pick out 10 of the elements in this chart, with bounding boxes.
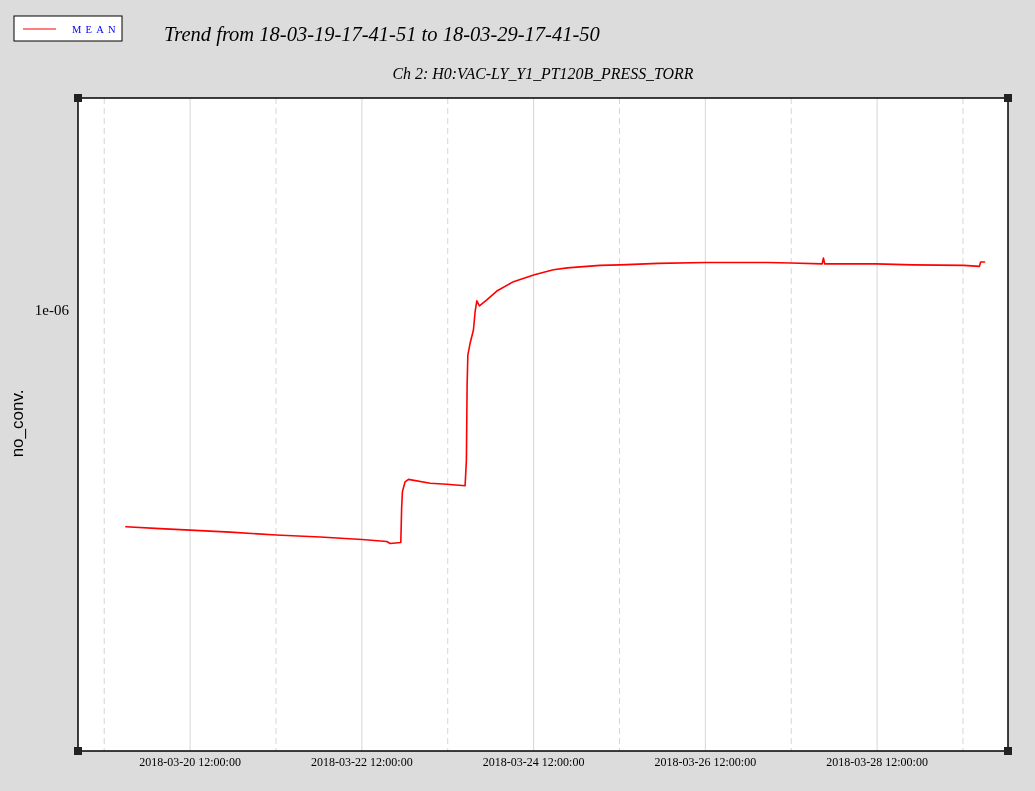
chart-subtitle: Ch 2: H0:VAC-LY_Y1_PT120B_PRESS_TORR: [392, 65, 694, 82]
text: 1e-06: [34, 302, 70, 319]
x-tick-label: 2018-03-28 12:00:00: [826, 755, 928, 769]
x-tick-label: 2018-03-20 12:00:00: [139, 755, 241, 769]
chart-title: Trend from 18-03-19-17-41-51 to 18-03-29-17-41-50: [164, 23, 600, 46]
x-tick-label: 2018-03-22 12:00:00: [311, 755, 413, 769]
x-tick-label: 2018-03-24 12:00:00: [482, 755, 585, 769]
x-tick-label: 2018-03-26 12:00:00: [654, 755, 757, 769]
legend-label: MEAN: [72, 23, 120, 35]
y-axis-title: no_conv.: [8, 389, 27, 458]
